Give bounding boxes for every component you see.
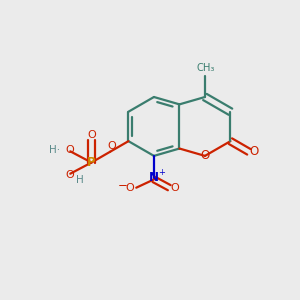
Text: O: O — [88, 130, 96, 140]
Text: P: P — [87, 156, 96, 169]
Text: O: O — [171, 183, 179, 193]
Text: O: O — [200, 149, 210, 162]
Text: −: − — [118, 179, 128, 192]
Text: H: H — [76, 175, 84, 184]
Text: CH₃: CH₃ — [196, 63, 215, 73]
Text: O: O — [107, 142, 116, 152]
Text: O: O — [65, 170, 74, 180]
Text: O: O — [65, 145, 74, 155]
Text: O: O — [250, 145, 259, 158]
Text: H·: H· — [49, 145, 60, 155]
Text: N: N — [149, 172, 159, 184]
Text: O: O — [125, 183, 134, 193]
Text: +: + — [158, 168, 165, 177]
